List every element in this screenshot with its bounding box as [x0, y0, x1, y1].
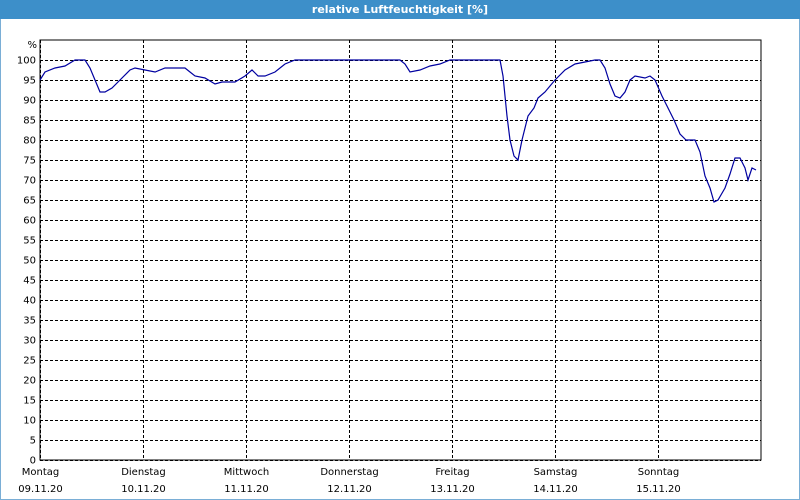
x-tick-day: Donnerstag: [320, 467, 378, 478]
y-tick-label: 50: [23, 256, 36, 267]
x-tick-day: Samstag: [534, 467, 578, 478]
x-tick-day: Mittwoch: [224, 467, 269, 478]
y-tick-label: 10: [23, 416, 36, 427]
y-tick-label: 30: [23, 336, 36, 347]
y-tick-label: 55: [23, 236, 36, 247]
y-tick-label: 5: [30, 436, 36, 447]
x-tick-label: 10.11.20: [121, 484, 166, 495]
y-tick-label: 90: [23, 96, 36, 107]
x-tick-day: Freitag: [435, 467, 469, 478]
y-tick-label: 85: [23, 116, 36, 127]
y-tick-label: 65: [23, 196, 36, 207]
chart-title: relative Luftfeuchtigkeit [%]: [312, 3, 488, 16]
y-tick-label: 20: [23, 376, 36, 387]
title-bar: [0, 0, 800, 19]
y-tick-label: 95: [23, 76, 36, 87]
x-tick-label: 14.11.20: [533, 484, 578, 495]
x-tick-label: 12.11.20: [327, 484, 372, 495]
x-tick-label: 11.11.20: [224, 484, 269, 495]
y-tick-label: 35: [23, 316, 36, 327]
y-tick-label: 100: [17, 56, 36, 67]
y-tick-label: 15: [23, 396, 36, 407]
x-tick-day: Sonntag: [638, 467, 680, 478]
y-tick-label: 0: [30, 456, 36, 467]
x-tick-label: 09.11.20: [18, 484, 63, 495]
x-tick-day: Montag: [22, 467, 59, 478]
y-tick-label: 45: [23, 276, 36, 287]
data-line: [39, 59, 757, 203]
y-tick-label: 75: [23, 156, 36, 167]
y-axis-label: %: [27, 40, 37, 51]
x-tick-label: 13.11.20: [430, 484, 475, 495]
y-tick-label: 60: [23, 216, 36, 227]
y-tick-label: 80: [23, 136, 36, 147]
y-tick-label: 25: [23, 356, 36, 367]
y-tick-label: 40: [23, 296, 36, 307]
y-tick-label: 70: [23, 176, 36, 187]
x-tick-label: 15.11.20: [636, 484, 681, 495]
x-tick-day: Dienstag: [121, 467, 166, 478]
